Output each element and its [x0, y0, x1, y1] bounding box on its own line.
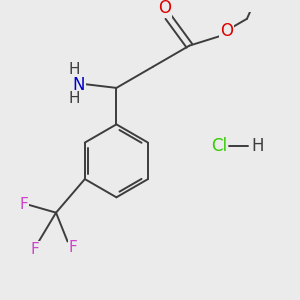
- Text: F: F: [19, 197, 28, 212]
- Text: N: N: [73, 76, 85, 94]
- Text: H: H: [251, 137, 264, 155]
- Text: O: O: [158, 0, 171, 17]
- Text: Cl: Cl: [211, 137, 227, 155]
- Text: H: H: [68, 91, 80, 106]
- Text: O: O: [220, 22, 233, 40]
- Text: F: F: [31, 242, 39, 256]
- Text: H: H: [68, 62, 80, 77]
- Text: F: F: [69, 240, 78, 255]
